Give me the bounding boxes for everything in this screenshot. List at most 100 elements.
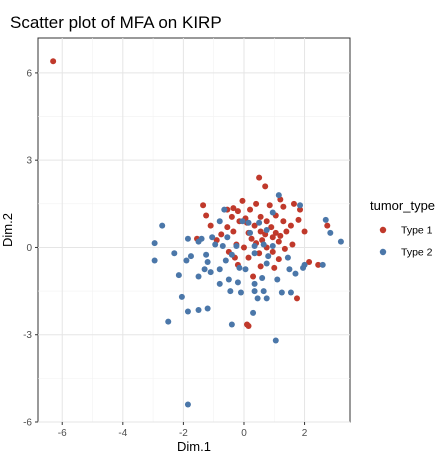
data-point-series-1 bbox=[281, 245, 288, 252]
data-point-series-2 bbox=[175, 272, 182, 279]
data-point-series-1 bbox=[271, 264, 278, 271]
data-point-series-1 bbox=[257, 213, 264, 220]
data-point-series-1 bbox=[306, 259, 313, 265]
data-point-series-2 bbox=[263, 260, 270, 267]
data-point-series-2 bbox=[195, 238, 202, 245]
legend-key-series-2 bbox=[379, 248, 387, 256]
data-point-series-2 bbox=[187, 253, 194, 260]
data-point-series-2 bbox=[251, 288, 258, 295]
data-point-series-2 bbox=[251, 250, 258, 257]
data-point-series-2 bbox=[207, 269, 214, 276]
y-axis-title: Dim.2 bbox=[0, 213, 15, 247]
data-point-series-1 bbox=[269, 234, 276, 241]
data-point-series-1 bbox=[280, 218, 287, 225]
legend-title: tumor_type bbox=[370, 198, 435, 213]
data-point-series-2 bbox=[287, 289, 294, 296]
x-tick-label: -6 bbox=[58, 428, 67, 439]
data-point-series-2 bbox=[286, 266, 293, 273]
data-point-series-2 bbox=[224, 234, 231, 241]
data-point-series-1 bbox=[295, 216, 302, 223]
points-layer bbox=[50, 58, 344, 408]
data-point-series-1 bbox=[275, 256, 282, 263]
data-point-series-2 bbox=[204, 259, 211, 265]
data-point-series-2 bbox=[184, 401, 191, 408]
data-point-series-1 bbox=[230, 228, 237, 235]
data-point-series-2 bbox=[159, 222, 166, 229]
data-point-series-2 bbox=[178, 293, 185, 300]
data-point-series-2 bbox=[247, 229, 254, 236]
data-point-series-2 bbox=[274, 276, 281, 283]
data-point-series-2 bbox=[265, 253, 272, 260]
data-point-series-1 bbox=[207, 222, 214, 229]
data-point-series-1 bbox=[324, 222, 331, 229]
x-tick-label: -2 bbox=[179, 428, 188, 439]
data-point-series-1 bbox=[251, 222, 258, 229]
data-point-series-2 bbox=[245, 219, 252, 226]
y-tick-label: 3 bbox=[26, 156, 32, 167]
data-point-series-1 bbox=[50, 58, 57, 65]
data-point-series-2 bbox=[322, 216, 329, 223]
data-point-series-2 bbox=[239, 218, 246, 225]
data-point-series-2 bbox=[263, 227, 270, 233]
data-point-series-2 bbox=[195, 273, 202, 280]
data-point-series-2 bbox=[201, 266, 208, 273]
data-point-series-2 bbox=[269, 209, 276, 216]
data-point-series-1 bbox=[289, 241, 296, 248]
x-tick-label: 0 bbox=[241, 428, 247, 439]
chart-title: Scatter plot of MFA on KIRP bbox=[10, 13, 222, 32]
data-point-series-1 bbox=[263, 218, 270, 225]
data-point-series-2 bbox=[284, 254, 291, 261]
data-point-series-2 bbox=[337, 238, 344, 245]
data-point-series-2 bbox=[234, 279, 241, 286]
data-point-series-2 bbox=[219, 243, 226, 249]
data-point-series-1 bbox=[256, 250, 263, 257]
data-point-series-2 bbox=[225, 276, 232, 283]
data-point-series-2 bbox=[269, 243, 276, 249]
data-point-series-2 bbox=[228, 251, 235, 258]
data-point-series-1 bbox=[248, 235, 255, 242]
data-point-series-2 bbox=[227, 288, 234, 295]
data-point-series-1 bbox=[245, 323, 252, 329]
data-point-series-2 bbox=[228, 321, 235, 328]
data-point-series-2 bbox=[204, 305, 211, 312]
data-point-series-1 bbox=[240, 244, 247, 251]
data-point-series-2 bbox=[216, 280, 223, 287]
data-point-series-2 bbox=[184, 235, 191, 242]
data-point-series-2 bbox=[263, 295, 270, 302]
data-point-series-2 bbox=[151, 240, 158, 247]
data-point-series-2 bbox=[216, 218, 223, 225]
data-point-series-1 bbox=[277, 232, 284, 239]
data-point-series-1 bbox=[224, 224, 231, 231]
x-tick-label: -4 bbox=[118, 428, 127, 439]
data-point-series-2 bbox=[151, 257, 158, 264]
data-point-series-1 bbox=[245, 254, 252, 261]
data-point-series-1 bbox=[230, 205, 237, 212]
data-point-series-2 bbox=[165, 318, 172, 325]
data-point-series-2 bbox=[184, 308, 191, 315]
data-point-series-2 bbox=[300, 264, 307, 271]
data-point-series-1 bbox=[287, 222, 294, 229]
legend-label-series-2: Type 2 bbox=[401, 247, 433, 259]
legend-label-series-1: Type 1 bbox=[401, 225, 433, 237]
data-point-series-1 bbox=[297, 206, 304, 213]
data-point-series-1 bbox=[272, 229, 279, 236]
data-point-series-1 bbox=[290, 200, 297, 207]
data-point-series-2 bbox=[256, 219, 263, 226]
data-point-series-2 bbox=[319, 261, 326, 268]
data-point-series-2 bbox=[251, 243, 258, 249]
data-point-series-1 bbox=[280, 203, 287, 210]
data-point-series-2 bbox=[236, 264, 243, 271]
data-point-series-1 bbox=[257, 228, 264, 235]
data-point-series-2 bbox=[259, 275, 266, 281]
legend-items: Type 1 Type 2 bbox=[379, 225, 433, 259]
data-point-series-2 bbox=[216, 266, 223, 273]
data-point-series-1 bbox=[266, 202, 273, 209]
data-point-series-2 bbox=[221, 206, 228, 213]
y-tick-label: -3 bbox=[23, 330, 32, 341]
data-point-series-2 bbox=[195, 307, 202, 313]
data-point-series-2 bbox=[183, 257, 190, 264]
data-point-series-2 bbox=[171, 250, 178, 257]
data-point-series-1 bbox=[283, 228, 290, 235]
data-point-series-2 bbox=[297, 202, 304, 209]
